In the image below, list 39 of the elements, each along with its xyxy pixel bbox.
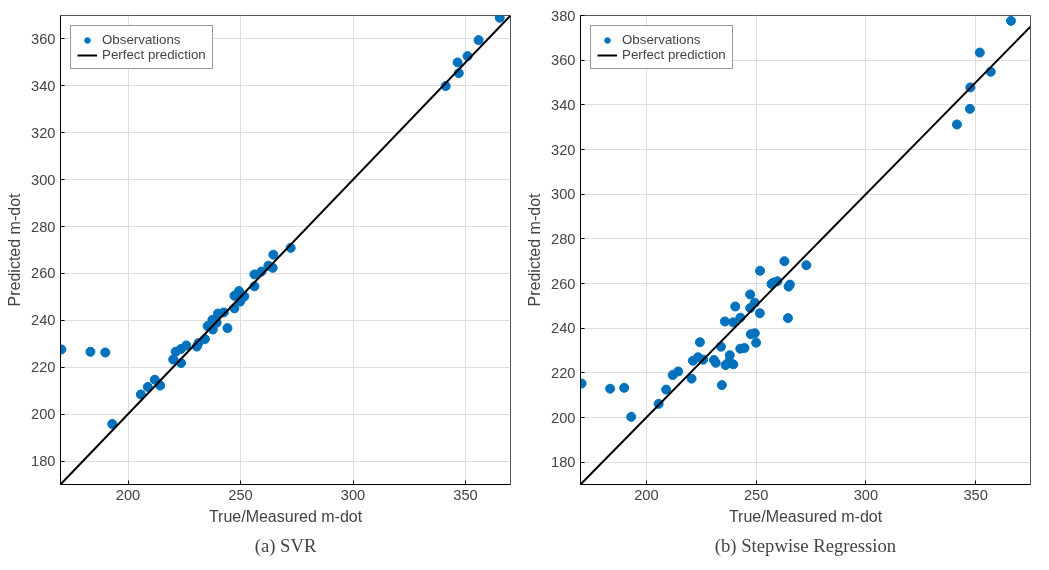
y-tick-label: 360 — [31, 30, 56, 47]
y-tick-label: 300 — [31, 171, 56, 188]
text: (a) SVR — [254, 534, 317, 557]
y-tick-label: 340 — [551, 96, 576, 113]
legend-label: Observations — [102, 32, 181, 47]
x-tick-label: 250 — [743, 486, 769, 503]
y-tick-label: 180 — [31, 453, 56, 470]
y-tick-label: 320 — [31, 124, 56, 141]
y-tick-label: 220 — [551, 364, 576, 381]
x-tick-label: 200 — [115, 486, 141, 503]
y-tick-label: 260 — [31, 265, 56, 282]
x-tick-label: 200 — [634, 486, 659, 503]
y-tick-label: 240 — [31, 312, 56, 329]
x-tick-label: 350 — [963, 486, 988, 503]
y-tick-label: 260 — [551, 275, 576, 292]
x-tick-label: 350 — [453, 486, 478, 503]
x-tick-label: 300 — [340, 486, 366, 503]
x-axis-title: True/Measured m-dot — [208, 507, 363, 525]
y-tick-label: 240 — [551, 320, 576, 337]
y-tick-label: 380 — [551, 7, 576, 24]
y-axis-title: Predicted m-dot — [526, 192, 544, 307]
y-tick-label: 200 — [551, 409, 576, 426]
y-tick-label: 180 — [551, 454, 576, 471]
legend-label: Perfect prediction — [102, 47, 206, 62]
y-tick-label: 200 — [31, 406, 56, 423]
x-axis-title: True/Measured m-dot — [728, 507, 883, 525]
y-tick-label: 360 — [551, 52, 576, 69]
y-tick-label: 220 — [31, 359, 56, 376]
y-tick-label: 340 — [31, 77, 56, 94]
y-tick-label: 320 — [551, 141, 576, 158]
legend-label: Perfect prediction — [622, 47, 726, 62]
y-tick-label: 300 — [551, 186, 576, 203]
text: (b) Stepwise Regression — [714, 534, 897, 557]
x-tick-label: 300 — [853, 486, 879, 503]
x-tick-label: 250 — [228, 486, 253, 503]
y-tick-label: 280 — [551, 230, 576, 247]
y-axis-title: Predicted m-dot — [6, 192, 24, 307]
y-tick-label: 280 — [31, 218, 56, 235]
legend-label: Observations — [622, 32, 701, 47]
